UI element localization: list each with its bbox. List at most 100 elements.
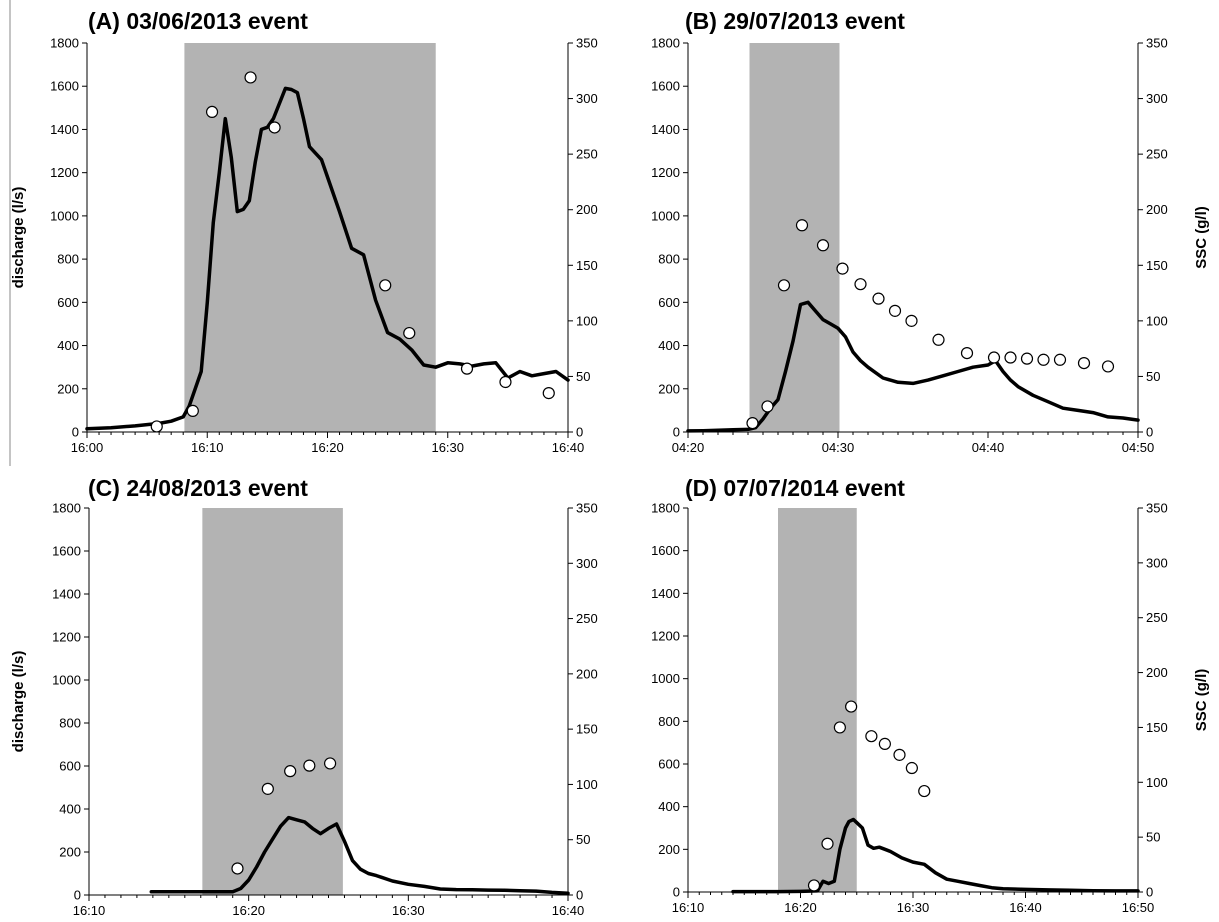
ssc-point <box>268 121 281 134</box>
y-tick-label: 1000 <box>50 208 79 223</box>
y2-tick-label: 200 <box>576 202 598 217</box>
y-tick-label: 0 <box>74 888 81 903</box>
y2-tick-label: 350 <box>1146 36 1168 51</box>
ssc-point <box>1004 351 1017 364</box>
x-tick-label: 16:50 <box>1122 900 1155 915</box>
y2-tick-label: 200 <box>1146 665 1168 680</box>
y-tick-label: 1400 <box>651 122 680 137</box>
y2-tick-label: 150 <box>1146 720 1168 735</box>
panel-title: (A) 03/06/2013 event <box>88 8 308 34</box>
x-tick-label: 16:00 <box>71 440 104 455</box>
ssc-point <box>460 362 474 375</box>
y-tick-label: 1800 <box>651 36 680 51</box>
x-tick-label: 04:30 <box>822 440 855 455</box>
discharge-line <box>149 815 570 896</box>
ssc-point <box>865 730 878 743</box>
ssc-point <box>905 314 918 327</box>
x-tick-label: 04:50 <box>1122 440 1155 455</box>
ssc-point <box>1077 356 1091 370</box>
y-tick-label: 1000 <box>52 673 81 688</box>
y2-tick-label: 250 <box>576 147 598 162</box>
y-tick-label: 1600 <box>651 543 680 558</box>
ssc-point <box>1020 352 1034 365</box>
y-tick-label: 600 <box>59 759 81 774</box>
y-tick-label: 0 <box>72 425 79 440</box>
y-tick-label: 1800 <box>52 501 81 516</box>
x-tick-label: 16:30 <box>392 903 425 918</box>
ssc-point <box>777 279 791 292</box>
ssc-point <box>987 351 1001 364</box>
ssc-point <box>872 292 885 305</box>
y2-tick-label: 350 <box>576 501 598 516</box>
y-tick-label: 1200 <box>52 630 81 645</box>
y2-tick-label: 300 <box>1146 91 1168 106</box>
y-tick-label: 400 <box>658 338 680 353</box>
chart-panel: 0 200 400 600 800 1000 1200 1400 1600 1800 0 50 100 1… <box>10 475 598 918</box>
y2-axis-label: SSC (g/l) <box>1193 206 1210 269</box>
y2-tick-label: 350 <box>1146 501 1168 516</box>
y-tick-label: 1800 <box>50 36 79 51</box>
y2-tick-label: 0 <box>576 888 583 903</box>
y-tick-label: 1400 <box>52 587 81 602</box>
ssc-point <box>323 757 337 770</box>
ssc-point <box>284 765 297 778</box>
ssc-point <box>379 279 392 292</box>
y-tick-label: 400 <box>57 338 79 353</box>
y-tick-label: 400 <box>59 802 81 817</box>
y-tick-label: 1200 <box>50 165 79 180</box>
panel-title: (C) 24/08/2013 event <box>88 475 308 501</box>
y2-tick-label: 0 <box>576 425 583 440</box>
x-tick-label: 16:20 <box>784 900 817 915</box>
panel-title: (B) 29/07/2013 event <box>685 8 905 34</box>
ssc-point <box>1101 360 1115 373</box>
x-tick-label: 16:20 <box>311 440 344 455</box>
ssc-point <box>403 326 416 340</box>
ssc-point <box>205 105 219 119</box>
y2-tick-label: 150 <box>576 722 598 737</box>
x-tick-label: 04:20 <box>672 440 705 455</box>
discharge-line <box>731 817 1140 894</box>
y2-tick-label: 100 <box>576 777 598 792</box>
ssc-point <box>888 304 902 317</box>
y-tick-label: 200 <box>57 381 79 396</box>
y2-tick-label: 50 <box>1146 369 1160 384</box>
y2-tick-label: 100 <box>1146 313 1168 328</box>
ssc-point <box>761 400 774 413</box>
y2-tick-label: 50 <box>576 832 590 847</box>
y-tick-label: 1200 <box>651 629 680 644</box>
y-tick-label: 800 <box>658 714 680 729</box>
y2-tick-label: 150 <box>576 258 598 273</box>
y-tick-label: 1400 <box>50 122 79 137</box>
ssc-point <box>1037 353 1050 366</box>
x-tick-label: 16:40 <box>1009 900 1042 915</box>
ssc-point <box>807 879 821 892</box>
y-tick-label: 200 <box>658 381 680 396</box>
x-tick-label: 16:10 <box>73 903 106 918</box>
y-axis-label: discharge (l/s) <box>10 651 27 753</box>
ssc-point <box>746 417 759 430</box>
shaded-band <box>202 508 343 895</box>
ssc-point <box>542 387 555 400</box>
ssc-point <box>816 239 830 252</box>
x-tick-label: 04:40 <box>972 440 1005 455</box>
y-tick-label: 400 <box>658 799 680 814</box>
ssc-point <box>261 782 274 795</box>
y-tick-label: 1000 <box>651 671 680 686</box>
y-tick-label: 1600 <box>50 79 79 94</box>
x-tick-label: 16:40 <box>552 440 585 455</box>
y2-tick-label: 300 <box>1146 555 1168 570</box>
ssc-point <box>833 721 846 734</box>
y2-tick-label: 0 <box>1146 425 1153 440</box>
y-tick-label: 600 <box>658 295 680 310</box>
ssc-point <box>878 737 891 750</box>
y2-tick-label: 200 <box>576 666 598 681</box>
ssc-point <box>893 748 906 761</box>
ssc-point <box>918 784 931 798</box>
chart-panel: 0 200 400 600 800 1000 1200 1400 1600 1800 0 50 100 1… <box>651 475 1210 915</box>
y-axis-label: discharge (l/s) <box>10 187 27 289</box>
ssc-point <box>960 346 974 360</box>
y2-tick-label: 300 <box>576 556 598 571</box>
ssc-point <box>854 278 867 291</box>
x-tick-label: 16:10 <box>672 900 705 915</box>
